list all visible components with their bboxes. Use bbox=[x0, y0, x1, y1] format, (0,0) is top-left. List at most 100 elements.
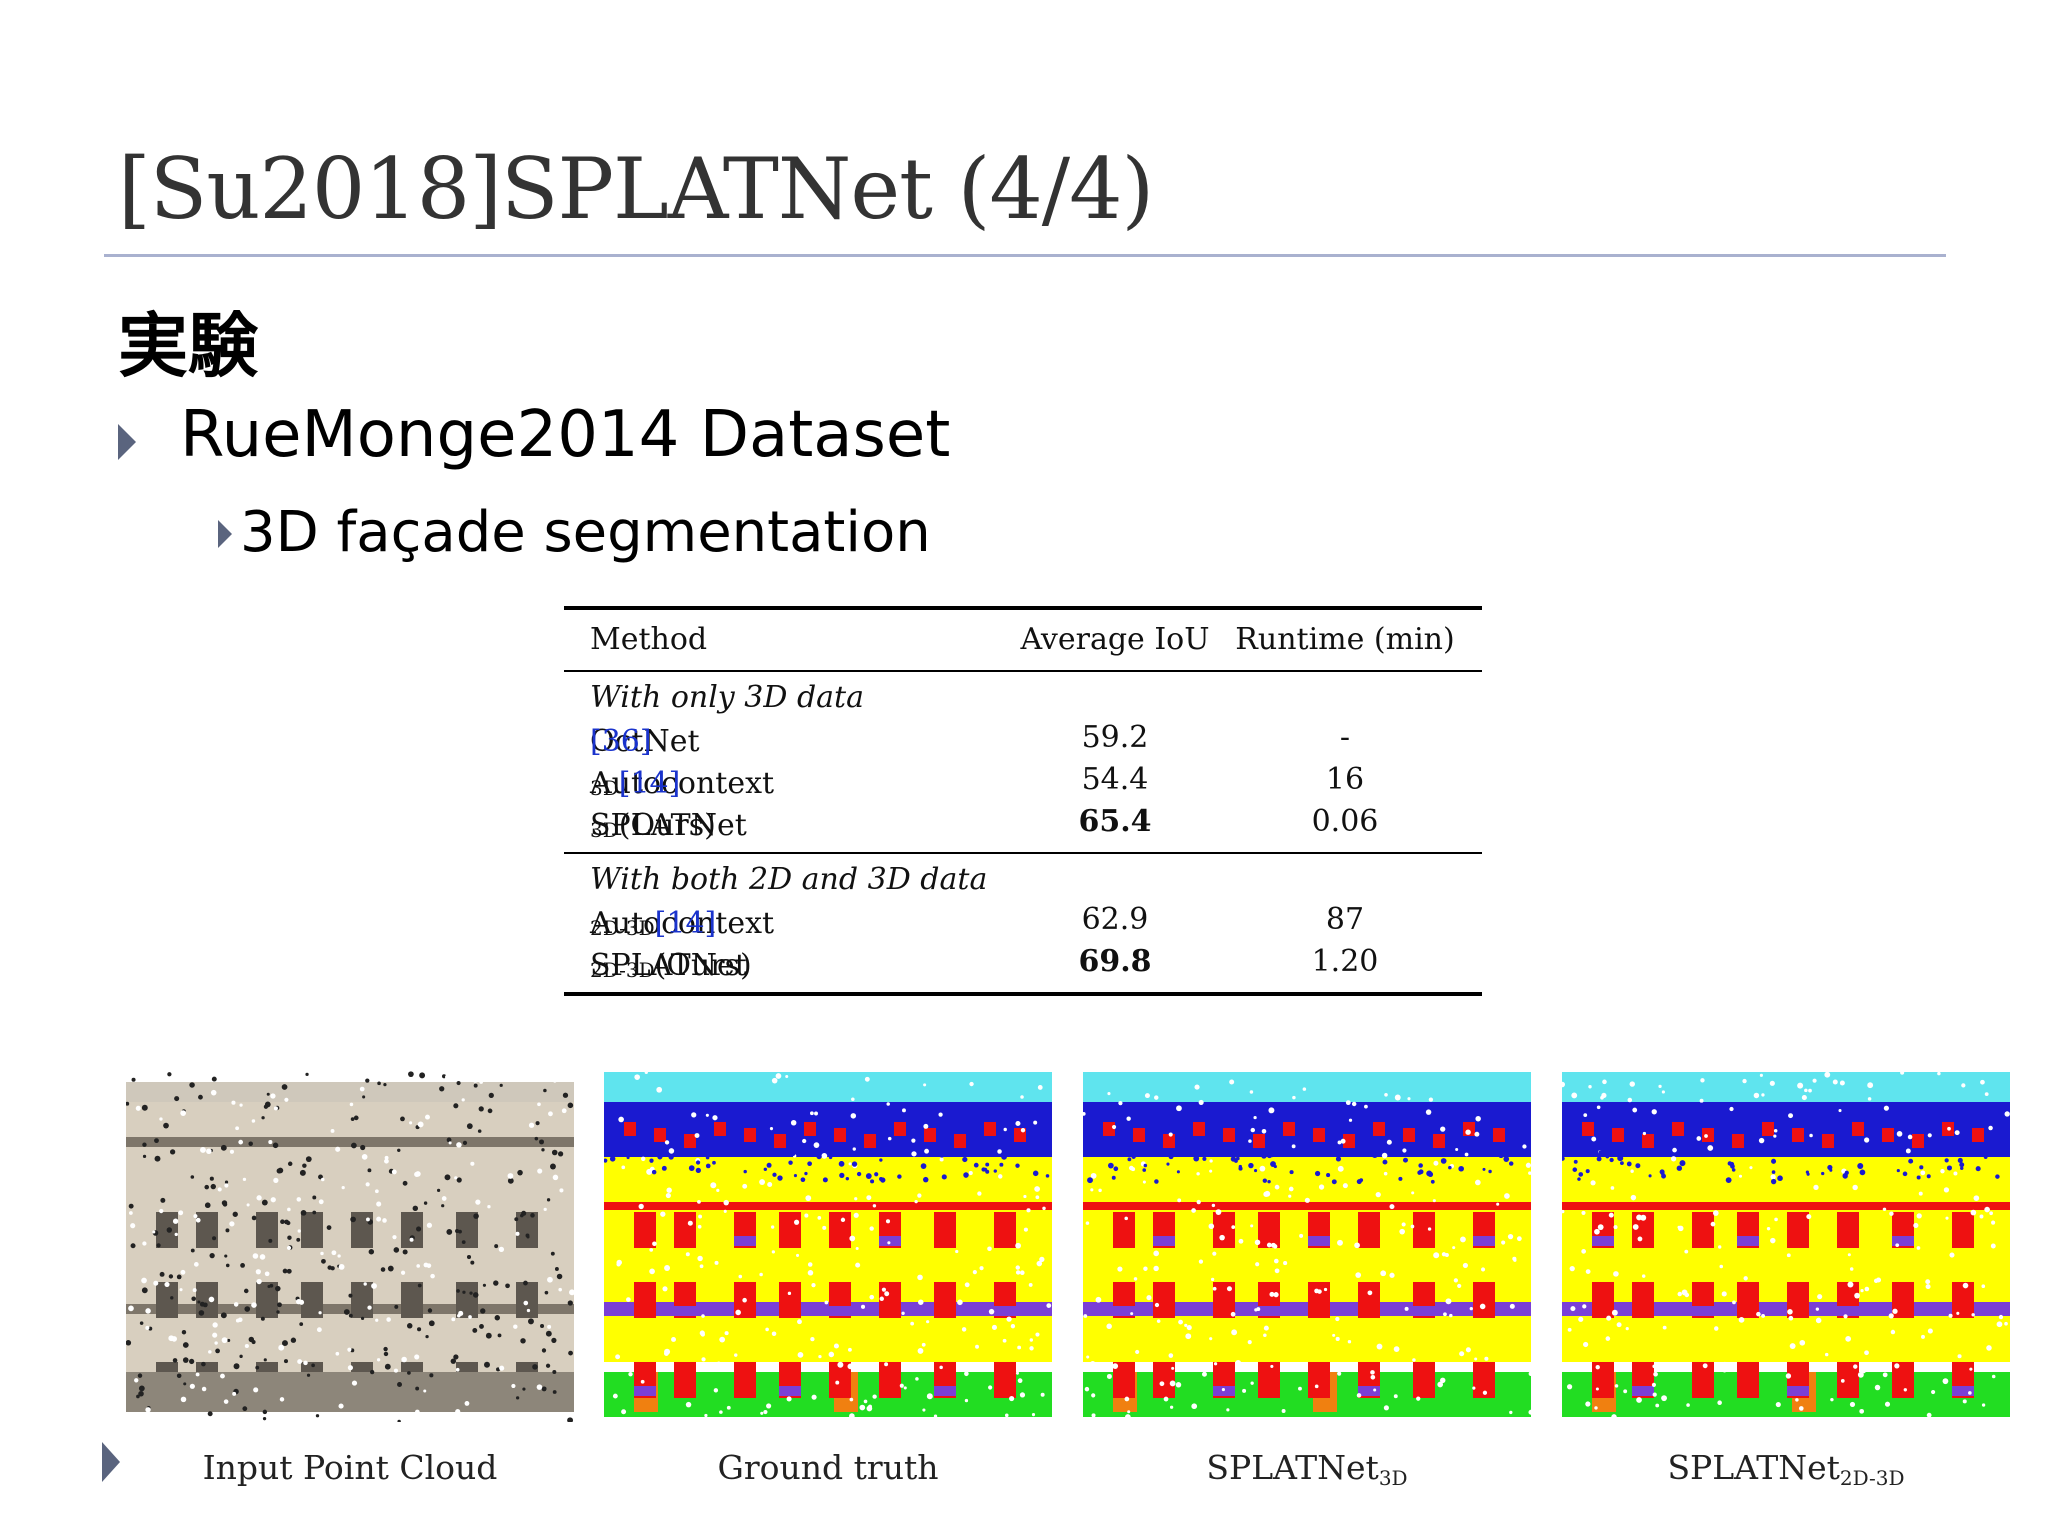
point bbox=[513, 1324, 518, 1329]
point bbox=[142, 1154, 147, 1159]
point bbox=[1198, 1259, 1204, 1264]
point bbox=[1029, 1346, 1034, 1351]
point bbox=[972, 1270, 977, 1275]
point bbox=[1738, 1174, 1743, 1178]
point bbox=[478, 1106, 484, 1112]
window-region bbox=[1473, 1362, 1495, 1398]
point bbox=[1125, 1414, 1131, 1420]
shop-region bbox=[1562, 1372, 2010, 1417]
point bbox=[1989, 1211, 1993, 1216]
point bbox=[879, 1296, 884, 1301]
point bbox=[256, 1278, 262, 1285]
point bbox=[1163, 1396, 1169, 1402]
roof-window-region bbox=[1612, 1128, 1624, 1142]
balcony-band bbox=[1562, 1302, 2010, 1316]
point bbox=[296, 1197, 302, 1202]
point bbox=[135, 1105, 141, 1111]
point bbox=[887, 1241, 891, 1245]
point bbox=[1786, 1253, 1791, 1258]
point bbox=[1672, 1147, 1677, 1153]
point bbox=[879, 1158, 883, 1162]
point bbox=[224, 1180, 229, 1184]
point bbox=[515, 1231, 520, 1236]
balcony-region bbox=[1592, 1236, 1614, 1246]
point bbox=[1146, 1295, 1152, 1301]
point bbox=[1873, 1278, 1879, 1283]
point bbox=[306, 1373, 311, 1377]
point bbox=[1274, 1258, 1279, 1264]
point bbox=[1459, 1351, 1465, 1357]
point bbox=[139, 1321, 144, 1325]
window-region bbox=[1692, 1212, 1714, 1248]
point bbox=[1171, 1366, 1175, 1370]
cell-iou: 54.4 bbox=[1081, 762, 1149, 797]
point bbox=[664, 1351, 669, 1356]
point bbox=[1370, 1370, 1375, 1375]
point bbox=[1758, 1137, 1765, 1144]
balcony-region bbox=[1632, 1386, 1654, 1396]
point bbox=[299, 1322, 304, 1327]
point bbox=[178, 1210, 184, 1216]
point bbox=[1356, 1393, 1362, 1398]
point bbox=[1721, 1291, 1727, 1297]
point bbox=[665, 1192, 671, 1199]
roof-window-region bbox=[1313, 1128, 1325, 1142]
point bbox=[1916, 1246, 1921, 1250]
point bbox=[400, 1116, 405, 1122]
point bbox=[1033, 1120, 1038, 1125]
point bbox=[377, 1081, 381, 1086]
point bbox=[1738, 1317, 1745, 1323]
point bbox=[790, 1120, 797, 1126]
point bbox=[365, 1182, 370, 1187]
point bbox=[1996, 1321, 2003, 1328]
point bbox=[386, 1317, 391, 1322]
point bbox=[767, 1181, 773, 1187]
point bbox=[810, 1111, 814, 1116]
point bbox=[221, 1337, 228, 1344]
point bbox=[1573, 1159, 1578, 1164]
point bbox=[618, 1116, 624, 1123]
point bbox=[441, 1196, 447, 1201]
point bbox=[164, 1281, 170, 1287]
point bbox=[269, 1283, 274, 1288]
point bbox=[1986, 1345, 1992, 1351]
point bbox=[210, 1183, 216, 1190]
point bbox=[499, 1365, 505, 1371]
roof-window-region bbox=[1253, 1134, 1265, 1148]
point bbox=[547, 1324, 552, 1329]
point bbox=[742, 1183, 748, 1189]
window-region bbox=[256, 1282, 278, 1318]
point bbox=[1111, 1124, 1117, 1130]
window-region bbox=[1358, 1282, 1380, 1318]
window-region bbox=[1952, 1212, 1974, 1248]
point bbox=[246, 1203, 250, 1207]
point bbox=[1684, 1249, 1689, 1254]
point bbox=[1648, 1174, 1652, 1178]
table-row: Autocontext 3D [14] 54.4 16 bbox=[564, 758, 1482, 801]
point bbox=[273, 1106, 278, 1111]
point bbox=[1827, 1164, 1833, 1171]
point bbox=[1126, 1116, 1131, 1121]
roof-window-region bbox=[684, 1134, 696, 1148]
point bbox=[1562, 1209, 1565, 1214]
point bbox=[1440, 1377, 1446, 1384]
bullet-arrow-icon bbox=[118, 424, 136, 460]
point bbox=[1083, 1314, 1088, 1318]
point bbox=[290, 1337, 297, 1343]
point bbox=[1839, 1080, 1845, 1086]
point bbox=[1804, 1088, 1808, 1093]
point bbox=[1019, 1392, 1026, 1398]
point bbox=[872, 1394, 877, 1399]
point bbox=[156, 1243, 161, 1248]
point bbox=[273, 1177, 279, 1184]
point bbox=[661, 1165, 667, 1171]
window-region bbox=[779, 1282, 801, 1318]
group-label: With only 3D data bbox=[590, 680, 864, 715]
point bbox=[1813, 1184, 1819, 1191]
point bbox=[848, 1162, 852, 1166]
point bbox=[847, 1363, 854, 1370]
point bbox=[1231, 1329, 1238, 1336]
point bbox=[1238, 1166, 1243, 1171]
window-region bbox=[401, 1212, 423, 1248]
point bbox=[1896, 1131, 1903, 1137]
